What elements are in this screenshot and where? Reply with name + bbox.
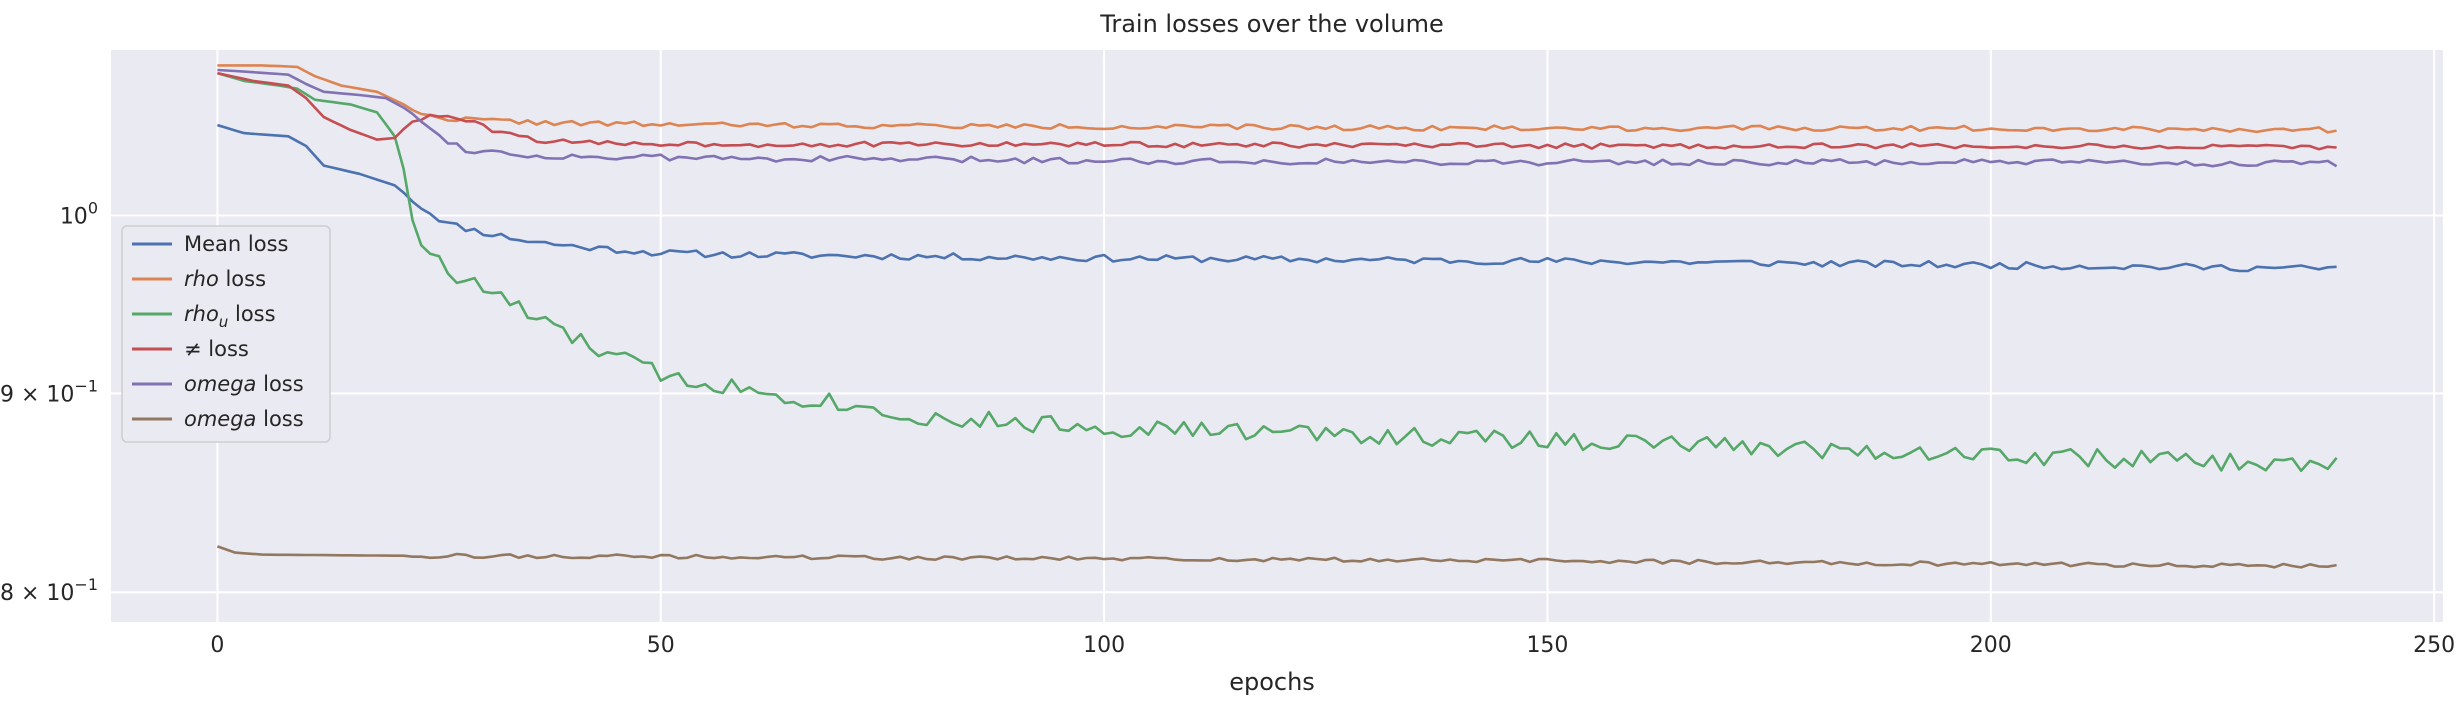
y-tick-labels: 100 9 × 10−1 8 × 10−1 [0,198,98,606]
series-layer [216,64,2338,569]
x-tick-label: 200 [1970,633,2012,658]
series-line [217,123,2337,273]
legend: Mean loss rho loss rhou loss ≠ loss omega lo… [121,225,331,443]
series-line [217,71,2337,151]
x-tick-label: 150 [1526,633,1568,658]
plot-area [111,50,2443,622]
legend-box [121,225,331,443]
chart-title: Train losses over the volume [1099,10,1444,38]
legend-label: Mean loss [184,232,288,256]
y-tick-label: 8 × 10−1 [0,575,98,606]
x-tick-label: 0 [210,633,224,658]
x-tick-labels: 0 50 100 150 200 250 [210,633,2455,658]
series-line [217,64,2337,134]
x-tick-label: 250 [2413,633,2455,658]
legend-label: rhou loss [184,302,276,331]
series-line [216,545,2337,569]
x-axis-label: epochs [1229,668,1315,696]
series-line [217,71,2338,473]
legend-label: rho loss [184,267,266,291]
x-tick-label: 50 [647,633,675,658]
legend-label: omega loss [184,407,304,431]
legend-label: ≠ loss [184,337,249,361]
y-tick-label: 9 × 10−1 [0,376,98,407]
legend-label: omega loss [184,372,304,396]
x-tick-label: 100 [1083,633,1125,658]
y-tick-label: 100 [60,198,98,229]
series-line [217,68,2338,168]
